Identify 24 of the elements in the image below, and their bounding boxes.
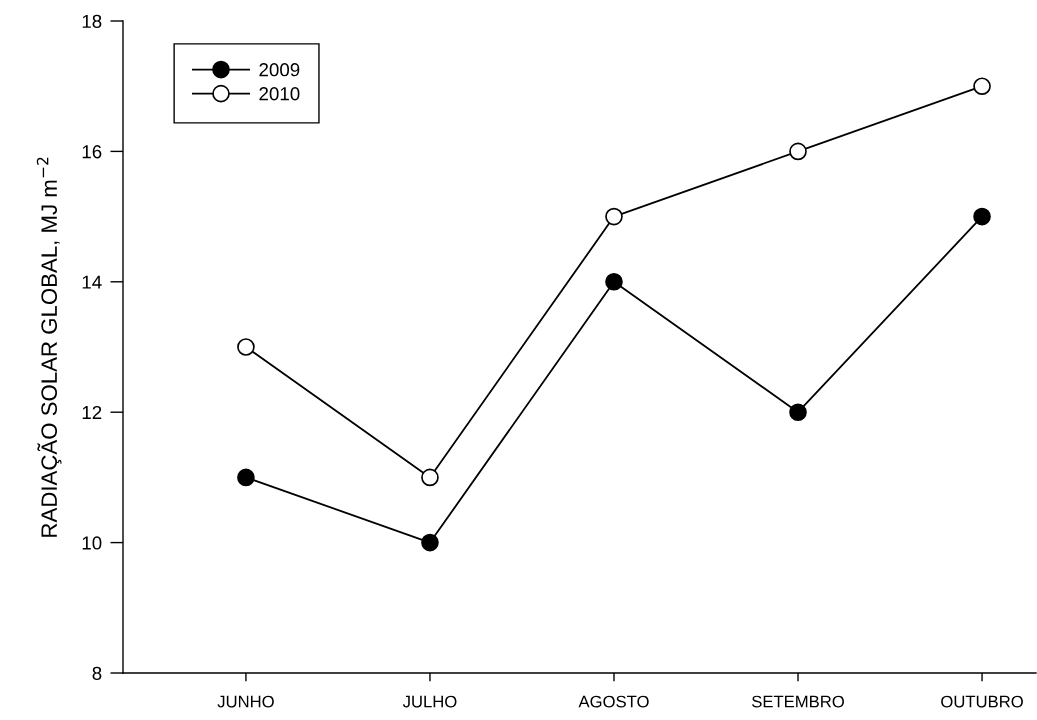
y-tick-label: 10 [82,536,102,550]
x-tick-label: SETEMBRO [752,695,844,708]
x-tick-label: JULHO [402,695,457,708]
point [973,207,991,226]
y-tick-label: 14 [82,275,102,289]
point [605,272,623,291]
y-tick-label: 8 [92,666,102,680]
point [973,77,991,96]
x-tick-label: AGOSTO [578,695,649,708]
y-tick-label: 18 [82,14,102,28]
point [421,533,439,552]
point [237,338,255,356]
legend-label: 2010 [259,87,300,101]
point [237,468,255,487]
x-tick-label: JUNHO [217,695,274,708]
y-axis-title: RADIAÇÃO SOLAR GLOBAL, MJ m$^{−2}$ [36,157,62,537]
y-tick-label: 16 [82,145,102,159]
point [605,207,623,226]
legend-label: 2009 [259,63,300,77]
y-tick-label: 12 [82,405,102,419]
point [789,403,807,422]
point [789,142,807,161]
point [421,468,439,487]
x-tick-label: OUTUBRO [941,695,1023,708]
